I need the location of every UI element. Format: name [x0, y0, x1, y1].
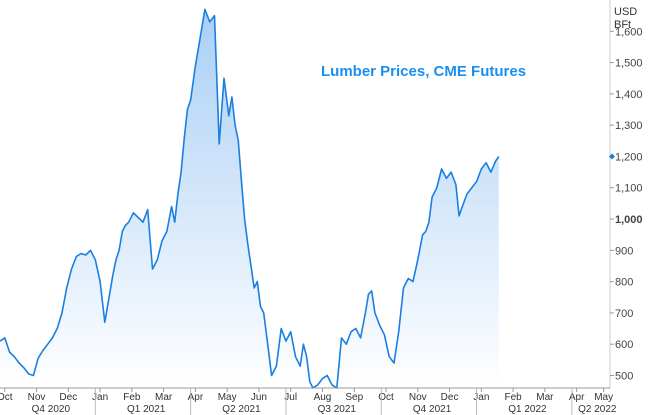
x-tick-label: Oct	[0, 392, 13, 403]
x-tick-label: Feb	[123, 392, 141, 403]
x-axis-quarter-ticks: Q4 2020 Q1 2021 Q2 2021 Q3 2021 Q4 2021 Q1 20…	[32, 388, 617, 415]
x-tick-label: Mar	[155, 392, 173, 403]
x-tick-label: Jun	[251, 392, 267, 403]
y-tick-label: 800	[615, 277, 633, 289]
x-tick-label: Oct	[378, 392, 394, 403]
quarter-label: Q4 2021	[413, 404, 452, 415]
x-tick-label: Aug	[314, 392, 332, 403]
x-tick-label: Jan	[473, 392, 489, 403]
y-axis-unit-line1: USD	[614, 6, 637, 18]
x-tick-label: Mar	[536, 392, 554, 403]
x-tick-label: Nov	[409, 392, 427, 403]
quarter-label: Q1 2021	[127, 404, 166, 415]
quarter-label: Q2 2021	[222, 404, 261, 415]
y-tick-label: 900	[615, 245, 633, 257]
y-tick-label: 1,000	[615, 214, 643, 226]
quarter-label: Q3 2021	[318, 404, 357, 415]
quarter-label: Q2 2022	[578, 404, 617, 415]
quarter-label: Q4 2020	[32, 404, 71, 415]
series-line	[0, 8, 500, 389]
x-tick-label: May	[594, 392, 613, 403]
x-tick-label: May	[218, 392, 237, 403]
y-axis-ticks: 500 600 700 800 900 1,000 1,100 1,200 1,300 1,400…	[610, 26, 643, 382]
x-tick-label: Sep	[345, 392, 363, 403]
last-value-marker	[609, 153, 615, 160]
x-tick-label: Apr	[569, 392, 585, 403]
x-tick-label: Apr	[188, 392, 204, 403]
x-tick-label: Dec	[59, 392, 77, 403]
y-tick-label: 700	[615, 308, 633, 320]
x-tick-label: Jul	[284, 392, 297, 403]
x-tick-label: Dec	[441, 392, 459, 403]
y-tick-label: 600	[615, 339, 633, 351]
x-tick-label: Feb	[504, 392, 522, 403]
y-tick-label: 1,500	[615, 58, 643, 70]
y-tick-label: 1,300	[615, 120, 643, 132]
x-tick-label: Jan	[92, 392, 108, 403]
chart-title: Lumber Prices, CME Futures	[321, 63, 526, 80]
series-area	[0, 9, 499, 389]
y-tick-label: 1,200	[615, 151, 643, 163]
y-tick-label: 1,600	[615, 26, 643, 38]
y-tick-label: 1,400	[615, 89, 643, 101]
y-tick-label: 500	[615, 370, 633, 382]
quarter-label: Q1 2022	[508, 404, 547, 415]
x-axis-month-ticks: Oct Nov Dec Jan Feb Mar Apr May Jun Jul Aug Sep Oct N…	[0, 388, 613, 403]
x-tick-label: Nov	[28, 392, 46, 403]
y-tick-label: 1,100	[615, 183, 643, 195]
y-axis-unit-line2: BFt	[614, 19, 631, 31]
